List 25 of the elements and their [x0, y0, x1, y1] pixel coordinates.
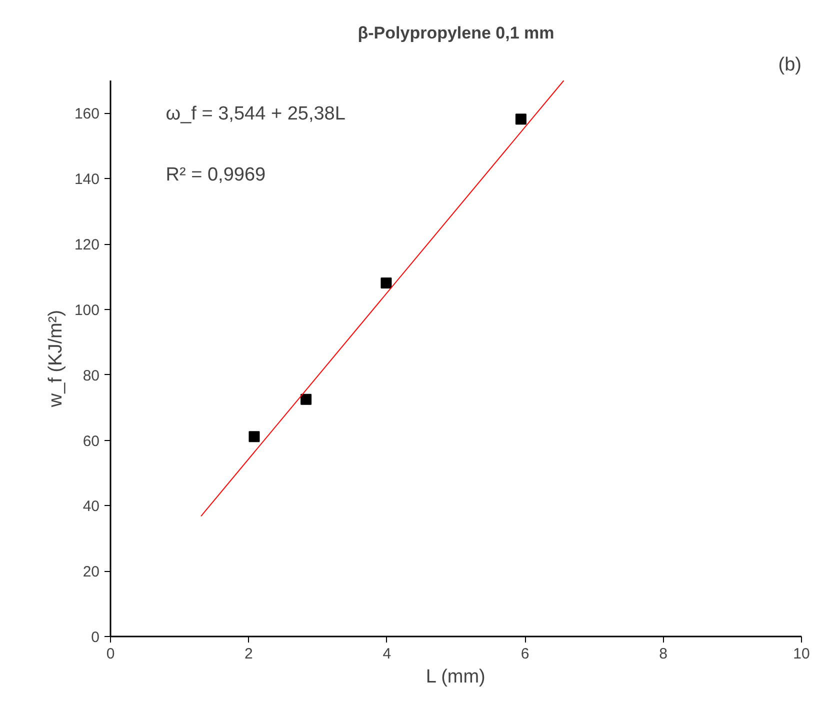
y-tick-label: 20	[82, 564, 100, 581]
point	[248, 431, 260, 442]
annotation: ω_f = 3,544 + 25,38L	[166, 103, 346, 124]
y-axis-title: w_f (KJ/m²)	[45, 310, 66, 408]
y-tick-label: 80	[82, 367, 100, 384]
point	[515, 114, 526, 125]
x-tick-label: 0	[106, 646, 115, 662]
annotation: R² = 0,9969	[166, 164, 266, 186]
x-axis-title: L (mm)	[426, 666, 486, 688]
x-tick-label: 10	[793, 646, 810, 662]
y-tick-label: 0	[91, 629, 100, 646]
y-tick-label: 140	[74, 171, 100, 188]
x-tick-label: 6	[520, 646, 530, 662]
x-tick-label: 4	[382, 646, 392, 662]
point	[300, 394, 312, 405]
y-tick-label: 60	[82, 432, 100, 450]
y-tick-label: 100	[74, 302, 100, 319]
y-tick-label: 40	[82, 498, 100, 516]
point	[380, 277, 392, 288]
x-tick-label: 8	[659, 646, 668, 662]
chart-title: β-Polypropylene 0,1 mm	[358, 24, 554, 42]
y-tick-label: 160	[74, 106, 100, 123]
y-tick-label: 120	[74, 236, 100, 254]
text: (b)	[778, 54, 802, 76]
x-tick-label: 2	[244, 646, 253, 662]
